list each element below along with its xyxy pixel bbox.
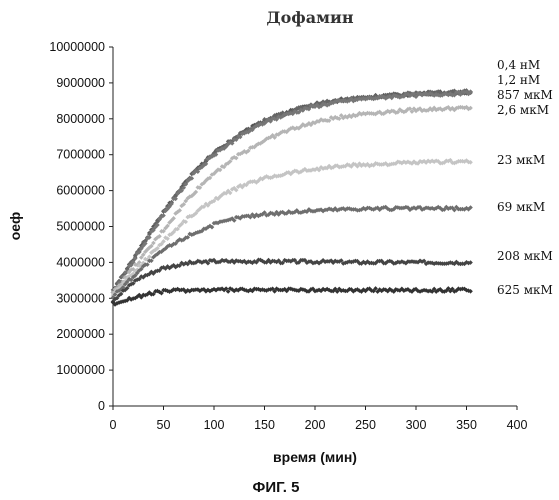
x-tick-label: 200 — [305, 418, 326, 432]
series-labels: 0,4 нМ1,2 нМ857 мкМ2,6 мкМ 23 мкМ 69 мкМ 20… — [497, 58, 553, 297]
figure-caption: ФИГ. 5 — [253, 479, 300, 496]
x-axis-label: время (мин) — [273, 449, 357, 465]
y-tick-label: 2000000 — [56, 327, 105, 341]
x-tick-label: 300 — [406, 418, 427, 432]
series-label: 0,4 нМ — [497, 58, 540, 72]
x-tick-label: 350 — [456, 418, 477, 432]
y-axis-label: оеф — [7, 212, 23, 241]
plot-area: 0 1000000 2000000 3000000 4000000 5000000 6000… — [49, 40, 552, 432]
x-ticks: 0 50 100 150 200 250 300 350 400 — [110, 406, 528, 432]
series-label: 69 мкМ — [497, 200, 545, 214]
series-label: 23 мкМ — [497, 153, 545, 167]
y-tick-label: 0 — [98, 399, 105, 413]
y-tick-label: 3000000 — [56, 291, 105, 305]
x-tick-label: 0 — [110, 418, 117, 432]
series-layer — [111, 88, 473, 307]
x-tick-label: 150 — [254, 418, 275, 432]
series-label: 208 мкМ — [497, 249, 553, 263]
x-tick-label: 400 — [507, 418, 528, 432]
series-4 — [111, 105, 473, 295]
x-tick-label: 250 — [355, 418, 376, 432]
y-tick-label: 4000000 — [56, 255, 105, 269]
series-8 — [111, 286, 473, 307]
x-tick-label: 100 — [204, 418, 225, 432]
y-tick-label: 10000000 — [49, 40, 105, 54]
y-tick-label: 7000000 — [56, 148, 105, 162]
x-tick-label: 50 — [157, 418, 171, 432]
series-6 — [111, 205, 473, 300]
y-tick-label: 8000000 — [56, 112, 105, 126]
chart-title: Дофамин — [266, 8, 353, 27]
y-tick-label: 1000000 — [56, 363, 105, 377]
series-label: 1,2 нМ — [497, 73, 540, 87]
y-tick-label: 9000000 — [56, 76, 105, 90]
series-label: 2,6 мкМ — [497, 103, 549, 117]
y-ticks: 0 1000000 2000000 3000000 4000000 5000000 6000… — [49, 40, 113, 413]
y-tick-label: 6000000 — [56, 184, 105, 198]
y-tick-label: 5000000 — [56, 220, 105, 234]
series-label: 857 мкМ — [497, 88, 553, 102]
series-label: 625 мкМ — [497, 283, 553, 297]
series-7 — [111, 258, 473, 304]
